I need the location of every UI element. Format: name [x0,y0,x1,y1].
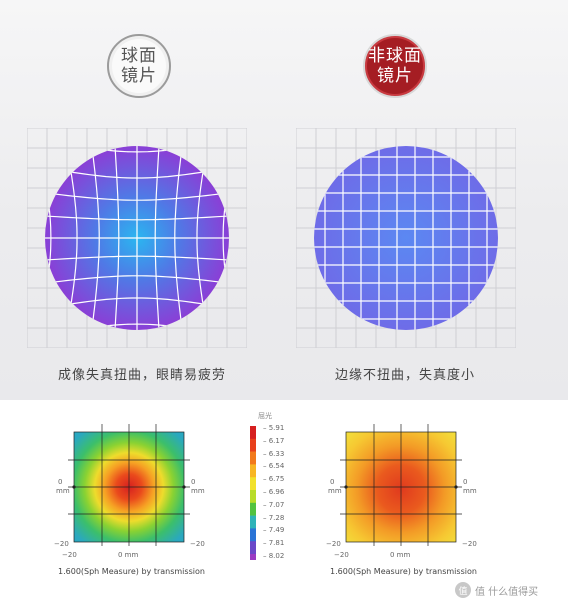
distorted-grid-line [45,323,229,330]
axis-marker [72,485,76,489]
left-caption: 成像失真扭曲，眼睛易疲劳 [57,368,226,383]
legend-color-bar [250,426,256,560]
watermark-logo-icon: 值 [455,582,471,598]
right-power-map: 0 mm −20 0 mm −20 0 mm −20 [326,424,477,559]
legend-value: – 6.96 [263,488,285,496]
legend-title: 屈光 [258,412,272,420]
right-tick-label: mm [191,487,205,495]
x-tick-label: −20 [62,551,77,559]
spherical-lens-illustration [27,128,247,348]
left-power-map: 0 mm −20 0 mm −20 0 mm −20 [54,424,205,559]
axis-marker [182,485,186,489]
y-tick-label: −20 [54,540,69,548]
legend-swatch [250,528,256,542]
legend-value: – 6.75 [263,475,285,484]
aspherical-lens-illustration [296,128,516,348]
aspherical-lens-badge: 非球面 镜片 [363,34,427,98]
badge-line-1: 球面 [121,46,157,66]
legend-swatch [250,426,256,440]
distorted-grid [45,146,229,330]
distorted-grid-line [222,146,229,330]
badge-line-1: 非球面 [368,46,422,66]
legend-value: – 8.02 [263,552,285,560]
legend-swatch [250,490,256,504]
x-tick-label: 0 mm [118,551,138,559]
legend-value: – 7.28 [263,513,285,522]
legend-value: – 7.07 [263,500,285,509]
watermark: 值 值 什么值得买 [455,582,538,598]
left-plot-caption: 1.600(Sph Measure) by transmission [58,567,205,576]
legend-swatch [250,541,256,555]
legend-swatch [250,502,256,516]
right-plot-caption: 1.600(Sph Measure) by transmission [330,567,477,576]
right-tick-label: 0 [191,478,195,486]
legend-value: – 6.33 [263,449,285,458]
legend-swatch [250,554,256,560]
distorted-grid-line [196,146,222,330]
badge-line-2: 镜片 [121,66,157,86]
lens-disc [314,146,498,330]
spherical-lens-badge: 球面 镜片 [107,34,171,98]
legend-value: – 6.17 [263,436,285,445]
x-tick-label: −20 [462,540,477,548]
axis-marker [454,485,458,489]
x-tick-label: 0 mm [390,551,410,559]
legend-swatch [250,438,256,452]
right-tick-label: mm [463,487,477,495]
axis-marker [344,485,348,489]
y-tick-label: mm [328,487,342,495]
legend-swatch [250,464,256,478]
legend-value: – 7.49 [263,526,285,535]
legend-value: – 7.81 [263,539,285,548]
y-tick-label: −20 [326,540,341,548]
legend-swatch [250,451,256,465]
distorted-grid-line [45,297,229,323]
y-tick-label: mm [56,487,70,495]
x-tick-label: −20 [334,551,349,559]
badge-line-2: 镜片 [377,66,413,86]
x-tick-label: −20 [190,540,205,548]
legend-value: – 6.54 [263,462,285,471]
right-caption: 边缘不扭曲，失真度小 [334,368,475,383]
y-tick-label: 0 [58,478,62,486]
color-scale-legend [250,426,256,560]
right-tick-label: 0 [463,478,467,486]
legend-value: – 5.91 [263,424,285,432]
watermark-text: 值 什么值得买 [475,586,539,598]
legend-swatch [250,477,256,491]
legend-swatch [250,515,256,529]
y-tick-label: 0 [330,478,334,486]
